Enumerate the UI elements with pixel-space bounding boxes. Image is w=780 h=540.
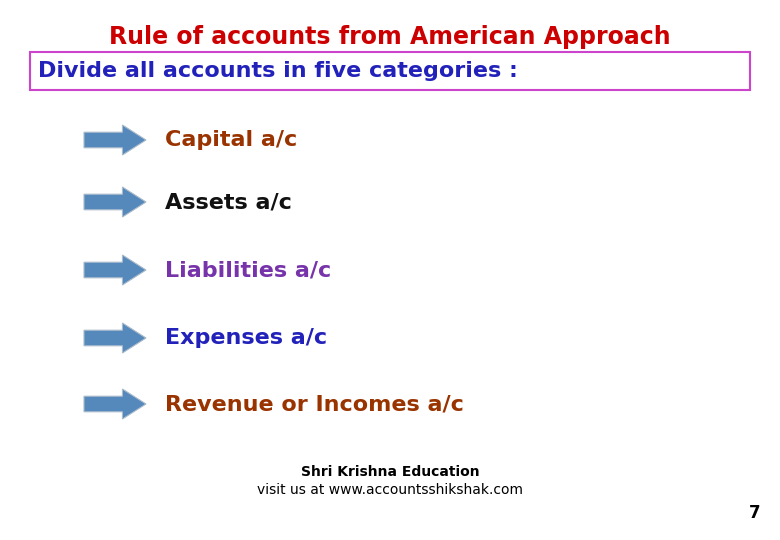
Text: Shri Krishna Education: Shri Krishna Education (300, 465, 480, 479)
Text: Revenue or Incomes a/c: Revenue or Incomes a/c (165, 394, 464, 414)
Text: Liabilities a/c: Liabilities a/c (165, 260, 332, 280)
Polygon shape (84, 255, 146, 285)
Polygon shape (84, 187, 146, 217)
Text: Assets a/c: Assets a/c (165, 192, 292, 212)
Text: 7: 7 (748, 504, 760, 522)
Polygon shape (84, 389, 146, 419)
Polygon shape (84, 125, 146, 155)
Polygon shape (84, 323, 146, 353)
Text: Divide all accounts in five categories :: Divide all accounts in five categories : (38, 61, 518, 81)
FancyBboxPatch shape (30, 52, 750, 90)
Text: Capital a/c: Capital a/c (165, 130, 297, 150)
Text: visit us at www.accountsshikshak.com: visit us at www.accountsshikshak.com (257, 483, 523, 497)
Text: Expenses a/c: Expenses a/c (165, 328, 327, 348)
Text: Rule of accounts from American Approach: Rule of accounts from American Approach (109, 25, 671, 49)
